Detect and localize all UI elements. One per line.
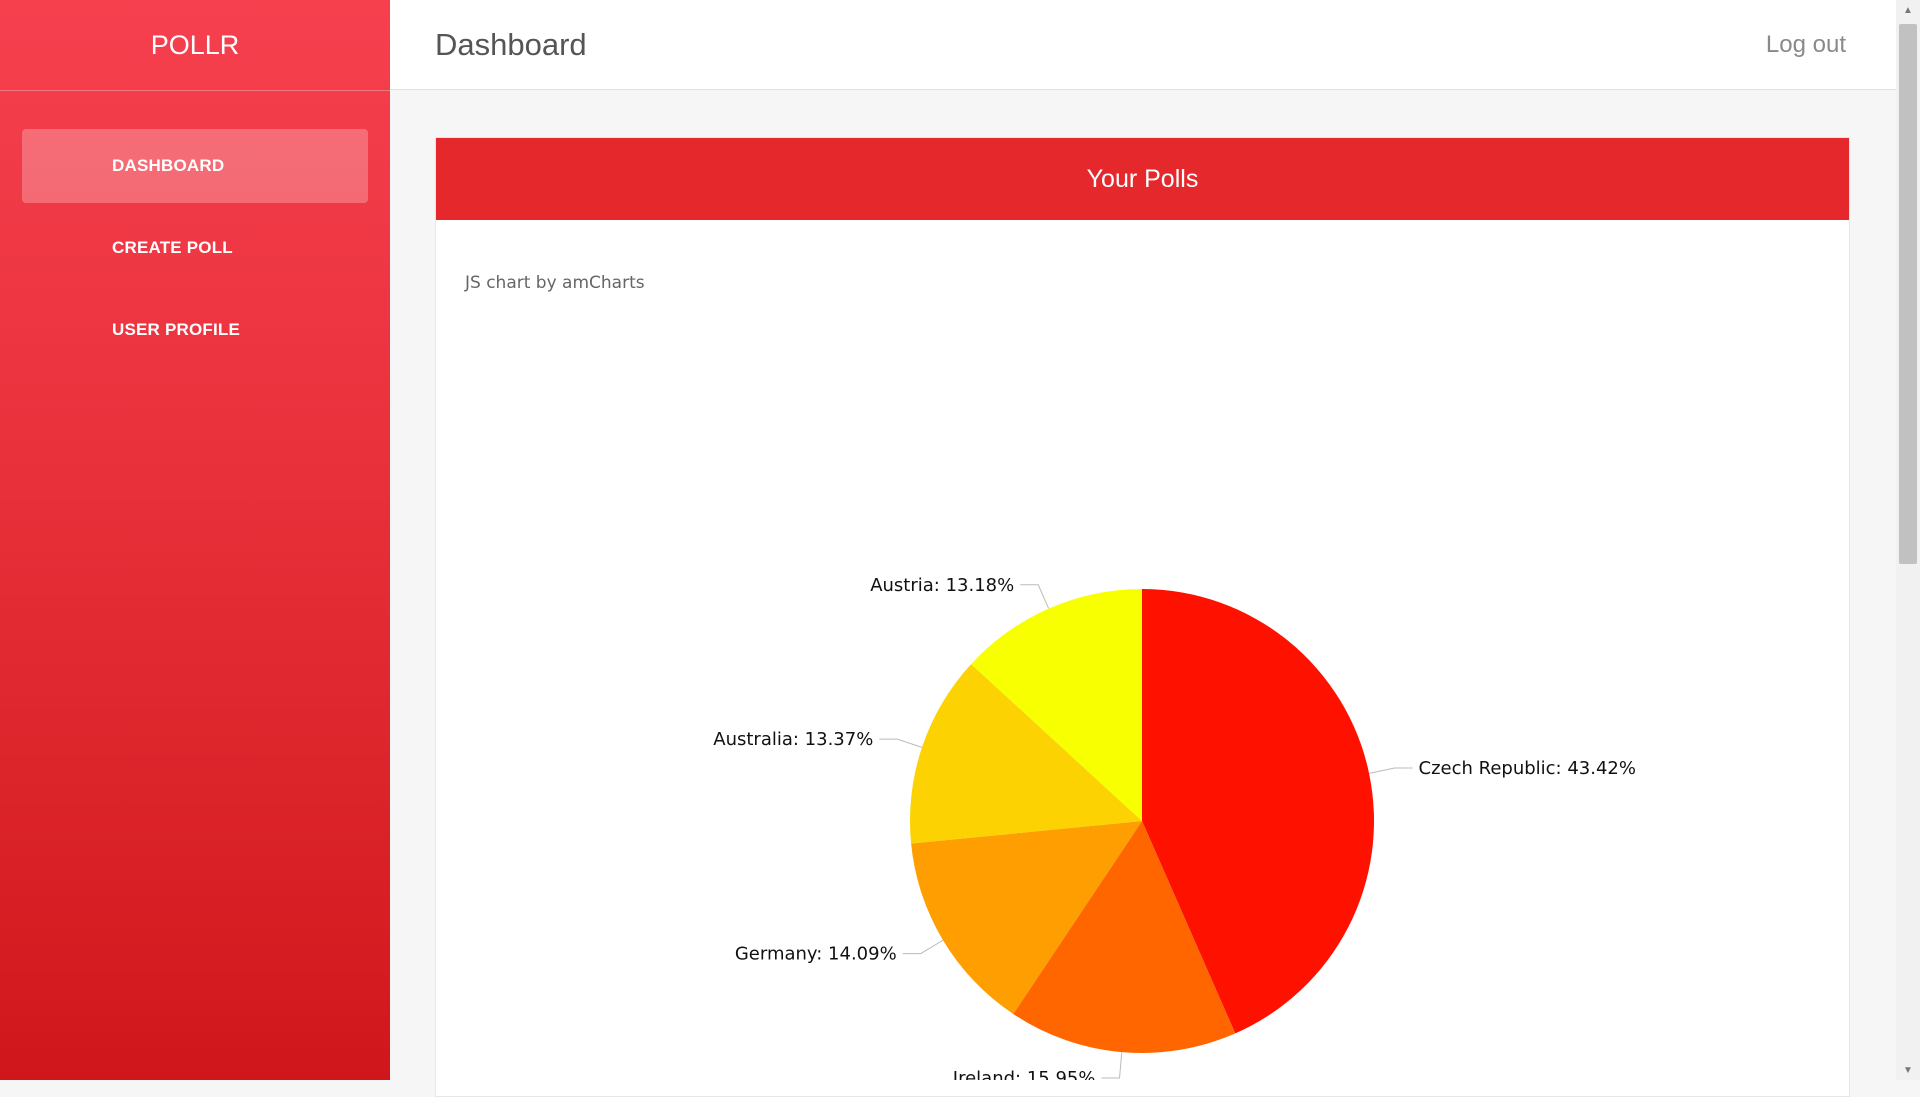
sidebar-item-create-poll[interactable]: CREATE POLL [112,238,233,257]
pie-slice-czech-republic[interactable] [1142,589,1374,1034]
pie-label-austria: Austria: 13.18% [870,575,1014,596]
pie-label-germany: Germany: 14.09% [735,944,897,965]
polls-card: Your Polls JS chart by amCharts Czech Re… [435,137,1850,1097]
pie-leader-line [1101,1052,1123,1079]
card-header: Your Polls [436,138,1849,220]
pie-label-australia: Australia: 13.37% [713,729,873,750]
pie-leader-line [879,738,923,748]
scroll-up-icon[interactable]: ▲ [1903,4,1913,16]
pie-chart: Czech Republic: 43.42% Ireland: 15.95% Ger… [713,575,1636,1080]
scroll-down-icon[interactable]: ▼ [1903,1064,1913,1076]
pie-slice-germany[interactable] [911,821,1142,1014]
pie-slice-ireland[interactable] [1013,821,1236,1053]
brand-logo[interactable]: POLLR [0,0,390,91]
pie-label-czech-republic: Czech Republic: 43.42% [1419,758,1636,779]
top-bar: Dashboard Log out [390,0,1896,90]
sidebar-nav: DASHBOARD CREATE POLL USER PROFILE [0,129,390,367]
page-title: Dashboard [435,26,587,62]
pie-leader-line [1368,767,1413,774]
scrollbar[interactable]: ▲ ▼ [1896,0,1920,1080]
pie-slice-australia[interactable] [910,664,1142,844]
pie-label-ireland: Ireland: 15.95% [953,1068,1096,1080]
sidebar-item-user-profile[interactable]: USER PROFILE [112,320,241,339]
pie-slice-austria[interactable] [971,589,1142,821]
scroll-thumb[interactable] [1899,24,1917,564]
sidebar-item-dashboard[interactable]: DASHBOARD [22,129,368,203]
chart-credit-link[interactable]: JS chart by amCharts [465,273,645,293]
sidebar: POLLR DASHBOARD CREATE POLL USER PROFILE [0,0,390,1080]
pie-leader-line [1020,584,1050,609]
pie-leader-line [902,939,944,955]
logout-link[interactable]: Log out [1765,30,1846,58]
